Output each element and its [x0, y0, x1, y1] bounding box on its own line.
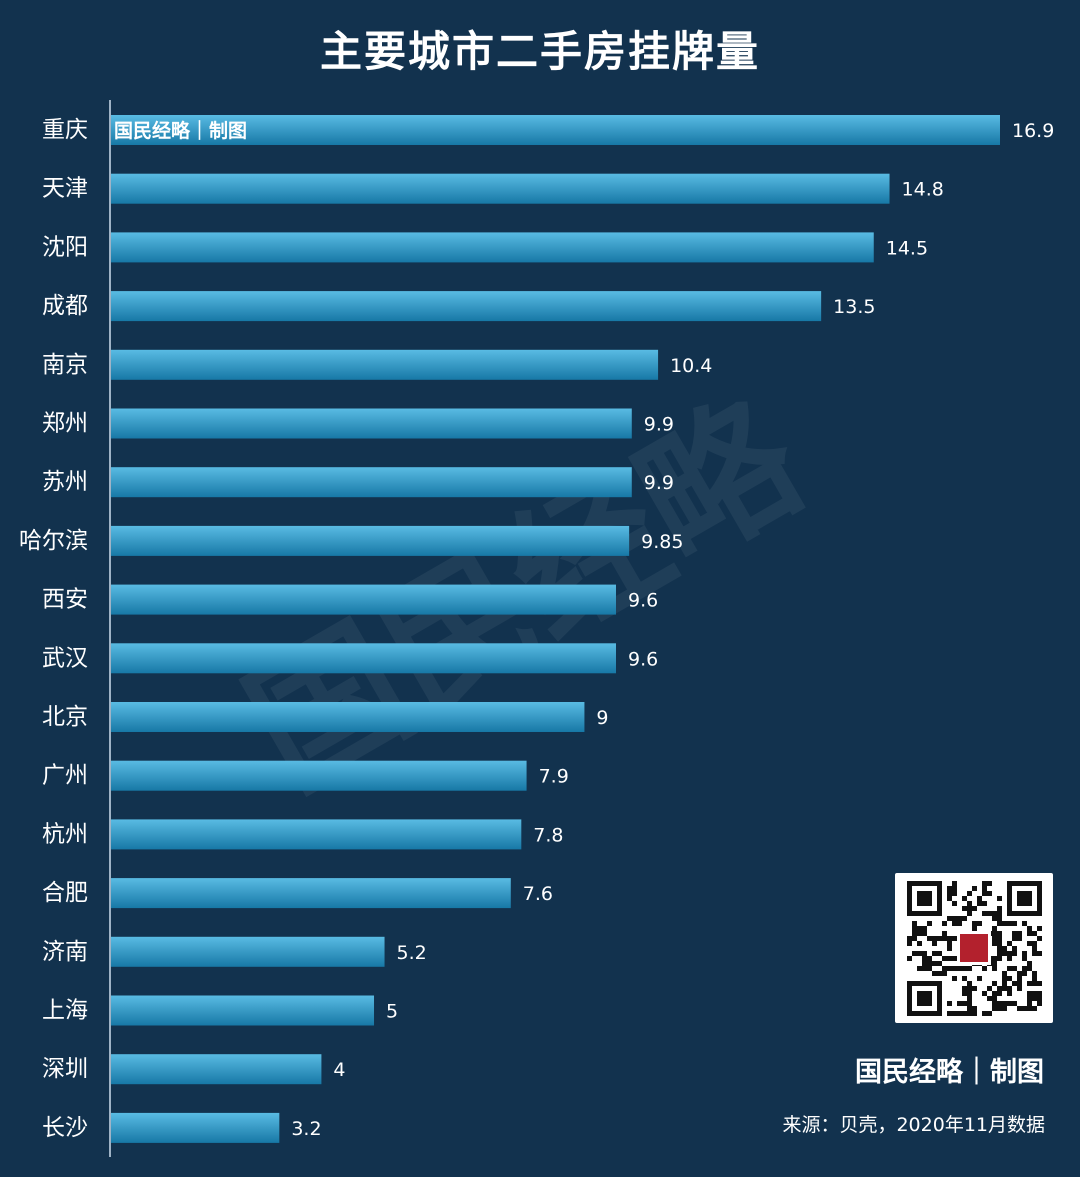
- category-label: 天津: [42, 176, 88, 202]
- value-label: 7.6: [523, 883, 553, 905]
- bar-15: [111, 995, 375, 1026]
- brand-on-bar: 国民经略｜制图: [114, 119, 247, 142]
- value-label: 16.9: [1012, 120, 1054, 142]
- bar-3: [111, 291, 822, 322]
- category-label: 苏州: [42, 469, 88, 495]
- category-label: 广州: [42, 763, 88, 789]
- bar-10: [111, 702, 585, 732]
- bar-8: [111, 584, 616, 615]
- brand-credit: 国民经略｜制图: [855, 1057, 1044, 1088]
- bar-5: [111, 408, 632, 439]
- bar-7: [111, 525, 630, 556]
- value-label: 5.2: [397, 942, 427, 964]
- value-label: 14.8: [902, 179, 944, 201]
- category-label: 西安: [42, 587, 88, 613]
- value-label: 7.8: [533, 824, 563, 846]
- bar-4: [111, 349, 659, 380]
- bar-12: [111, 819, 522, 850]
- bar-9: [111, 643, 616, 674]
- value-labels: 16.9 14.8 14.5 13.5 10.4 9.9 9.9 9.85 9.6 9.6 9 7.9…: [291, 120, 1054, 1140]
- value-label: 9.6: [628, 590, 658, 612]
- category-label: 深圳: [42, 1056, 88, 1082]
- qr-code: [895, 873, 1053, 1023]
- value-label: 9.9: [644, 414, 674, 436]
- value-label: 9.85: [641, 531, 683, 553]
- category-label: 杭州: [42, 821, 88, 847]
- value-label: 3.2: [291, 1118, 321, 1140]
- chart-title: 主要城市二手房挂牌量: [319, 27, 760, 76]
- category-label: 郑州: [42, 411, 88, 437]
- bar-1: [111, 173, 890, 204]
- qr-code-icon: [907, 881, 1042, 1016]
- bar-13: [111, 878, 511, 909]
- bar-14: [111, 936, 385, 967]
- bars-group: [111, 115, 1000, 1143]
- value-label: 9: [596, 707, 608, 729]
- bar-11: [111, 760, 527, 791]
- value-label: 4: [333, 1059, 345, 1081]
- category-label: 南京: [42, 352, 88, 378]
- value-label: 10.4: [670, 355, 712, 377]
- bar-16: [111, 1054, 322, 1085]
- category-label: 合肥: [42, 880, 88, 906]
- category-label: 济南: [42, 939, 88, 965]
- category-label: 重庆: [42, 117, 88, 143]
- category-label: 武汉: [42, 645, 88, 671]
- value-label: 5: [386, 1001, 398, 1023]
- bar-2: [111, 232, 874, 263]
- bar-0: [111, 115, 1000, 145]
- bar-17: [111, 1112, 280, 1143]
- category-label: 成都: [42, 293, 88, 319]
- category-label: 沈阳: [42, 234, 88, 260]
- value-label: 7.9: [539, 766, 569, 788]
- value-label: 9.6: [628, 648, 658, 670]
- bar-6: [111, 467, 632, 498]
- source-note: 来源：贝壳，2020年11月数据: [782, 1114, 1045, 1136]
- value-label: 13.5: [833, 296, 875, 318]
- category-label: 长沙: [42, 1115, 88, 1141]
- category-label: 北京: [42, 704, 88, 730]
- value-label: 14.5: [886, 237, 928, 259]
- value-label: 9.9: [644, 472, 674, 494]
- category-label: 哈尔滨: [19, 528, 88, 554]
- category-label: 上海: [42, 998, 88, 1024]
